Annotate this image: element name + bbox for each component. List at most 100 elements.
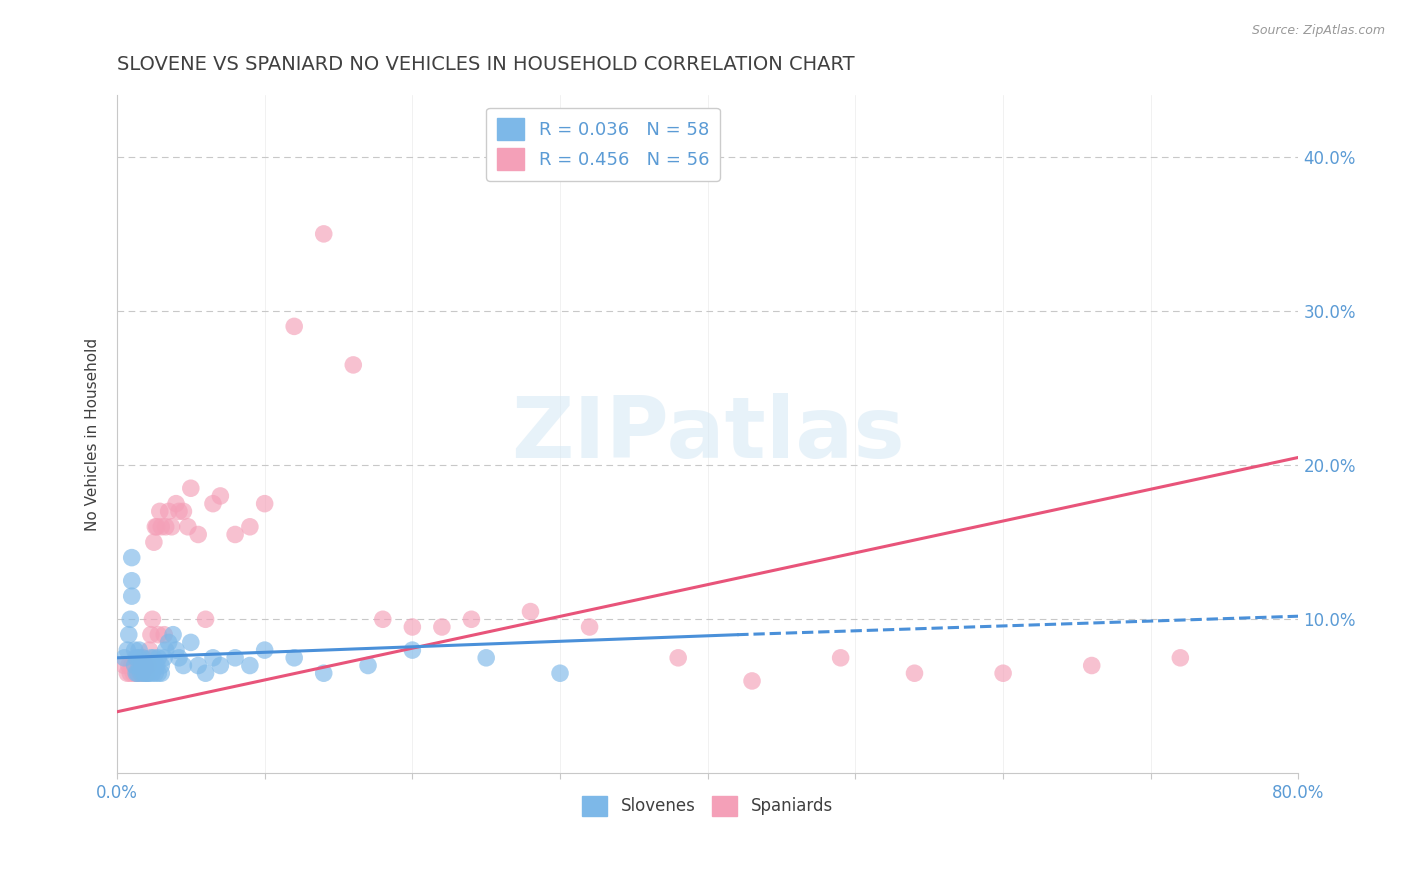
Point xyxy=(129,658,152,673)
Point xyxy=(131,658,153,673)
Point xyxy=(741,673,763,688)
Point xyxy=(128,666,150,681)
Point xyxy=(157,504,180,518)
Point xyxy=(148,666,170,681)
Point xyxy=(138,666,160,681)
Point xyxy=(117,666,139,681)
Point xyxy=(401,643,423,657)
Point xyxy=(134,658,156,673)
Point xyxy=(118,658,141,673)
Point xyxy=(120,612,142,626)
Point xyxy=(430,620,453,634)
Point xyxy=(132,666,155,681)
Point xyxy=(136,658,159,673)
Point xyxy=(172,504,194,518)
Point xyxy=(153,628,176,642)
Point xyxy=(342,358,364,372)
Point xyxy=(150,658,173,673)
Point xyxy=(136,658,159,673)
Point xyxy=(125,666,148,681)
Point xyxy=(121,658,143,673)
Point xyxy=(253,497,276,511)
Point xyxy=(127,666,149,681)
Point xyxy=(131,666,153,681)
Point xyxy=(149,504,172,518)
Legend: Slovenes, Spaniards: Slovenes, Spaniards xyxy=(576,789,839,822)
Y-axis label: No Vehicles in Household: No Vehicles in Household xyxy=(86,338,100,531)
Point xyxy=(139,650,162,665)
Point xyxy=(187,527,209,541)
Point xyxy=(145,666,167,681)
Point xyxy=(1168,650,1191,665)
Point xyxy=(128,643,150,657)
Point xyxy=(903,666,925,681)
Point xyxy=(167,504,190,518)
Point xyxy=(312,227,335,241)
Point xyxy=(991,666,1014,681)
Point xyxy=(224,527,246,541)
Point xyxy=(460,612,482,626)
Point xyxy=(148,650,170,665)
Point xyxy=(125,666,148,681)
Point xyxy=(121,574,143,588)
Point xyxy=(135,666,157,681)
Point xyxy=(135,658,157,673)
Point xyxy=(177,520,200,534)
Point xyxy=(129,666,152,681)
Point xyxy=(253,643,276,657)
Point xyxy=(519,605,541,619)
Point xyxy=(139,628,162,642)
Point xyxy=(136,666,159,681)
Point xyxy=(209,489,232,503)
Point xyxy=(401,620,423,634)
Point xyxy=(194,666,217,681)
Point xyxy=(138,643,160,657)
Point xyxy=(201,650,224,665)
Point xyxy=(128,650,150,665)
Point xyxy=(142,650,165,665)
Point xyxy=(124,658,146,673)
Point xyxy=(150,666,173,681)
Point xyxy=(187,658,209,673)
Point xyxy=(283,650,305,665)
Point xyxy=(578,620,600,634)
Text: ZIPatlas: ZIPatlas xyxy=(510,392,904,475)
Point xyxy=(157,635,180,649)
Point xyxy=(162,628,184,642)
Point xyxy=(153,650,176,665)
Point xyxy=(830,650,852,665)
Point xyxy=(155,520,177,534)
Point xyxy=(121,589,143,603)
Point xyxy=(146,520,169,534)
Text: Source: ZipAtlas.com: Source: ZipAtlas.com xyxy=(1251,24,1385,37)
Point xyxy=(155,643,177,657)
Point xyxy=(141,666,163,681)
Point xyxy=(172,658,194,673)
Point xyxy=(201,497,224,511)
Point xyxy=(138,658,160,673)
Point xyxy=(131,650,153,665)
Point xyxy=(112,650,135,665)
Point xyxy=(112,658,135,673)
Point xyxy=(548,666,571,681)
Point xyxy=(124,643,146,657)
Point xyxy=(357,658,380,673)
Point xyxy=(312,666,335,681)
Point xyxy=(142,658,165,673)
Point xyxy=(167,650,190,665)
Point xyxy=(165,497,187,511)
Point xyxy=(160,520,183,534)
Point xyxy=(141,612,163,626)
Point xyxy=(118,628,141,642)
Point xyxy=(128,658,150,673)
Point xyxy=(121,550,143,565)
Point xyxy=(132,658,155,673)
Point xyxy=(146,658,169,673)
Point xyxy=(165,643,187,657)
Point xyxy=(125,650,148,665)
Point xyxy=(666,650,689,665)
Point xyxy=(148,628,170,642)
Point xyxy=(120,666,142,681)
Point xyxy=(124,658,146,673)
Point xyxy=(283,319,305,334)
